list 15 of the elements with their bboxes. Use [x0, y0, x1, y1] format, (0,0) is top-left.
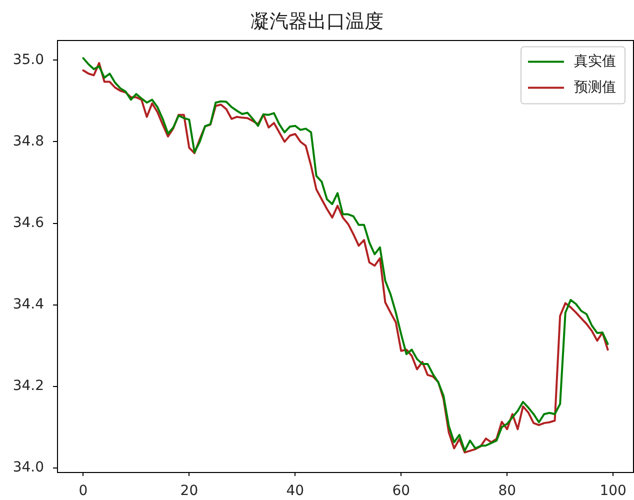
- y-tick-label: 34.0: [12, 460, 44, 476]
- legend-label: 真实值: [574, 53, 616, 70]
- y-tick-label: 34.4: [12, 296, 44, 312]
- x-tick-label: 0: [78, 483, 88, 500]
- legend-label: 预测值: [574, 79, 616, 96]
- x-tick-label: 100: [600, 483, 626, 500]
- x-tick-label: 80: [498, 483, 516, 500]
- x-tick-label: 60: [392, 483, 410, 500]
- x-tick-label: 40: [286, 483, 304, 500]
- y-tick-label: 34.6: [12, 214, 44, 231]
- y-tick-label: 35.0: [12, 52, 44, 68]
- y-tick-label: 34.8: [12, 133, 44, 150]
- x-tick-label: 20: [180, 483, 198, 500]
- y-tick-label: 34.2: [12, 378, 44, 394]
- chart-title: 凝汽器出口温度: [250, 10, 384, 32]
